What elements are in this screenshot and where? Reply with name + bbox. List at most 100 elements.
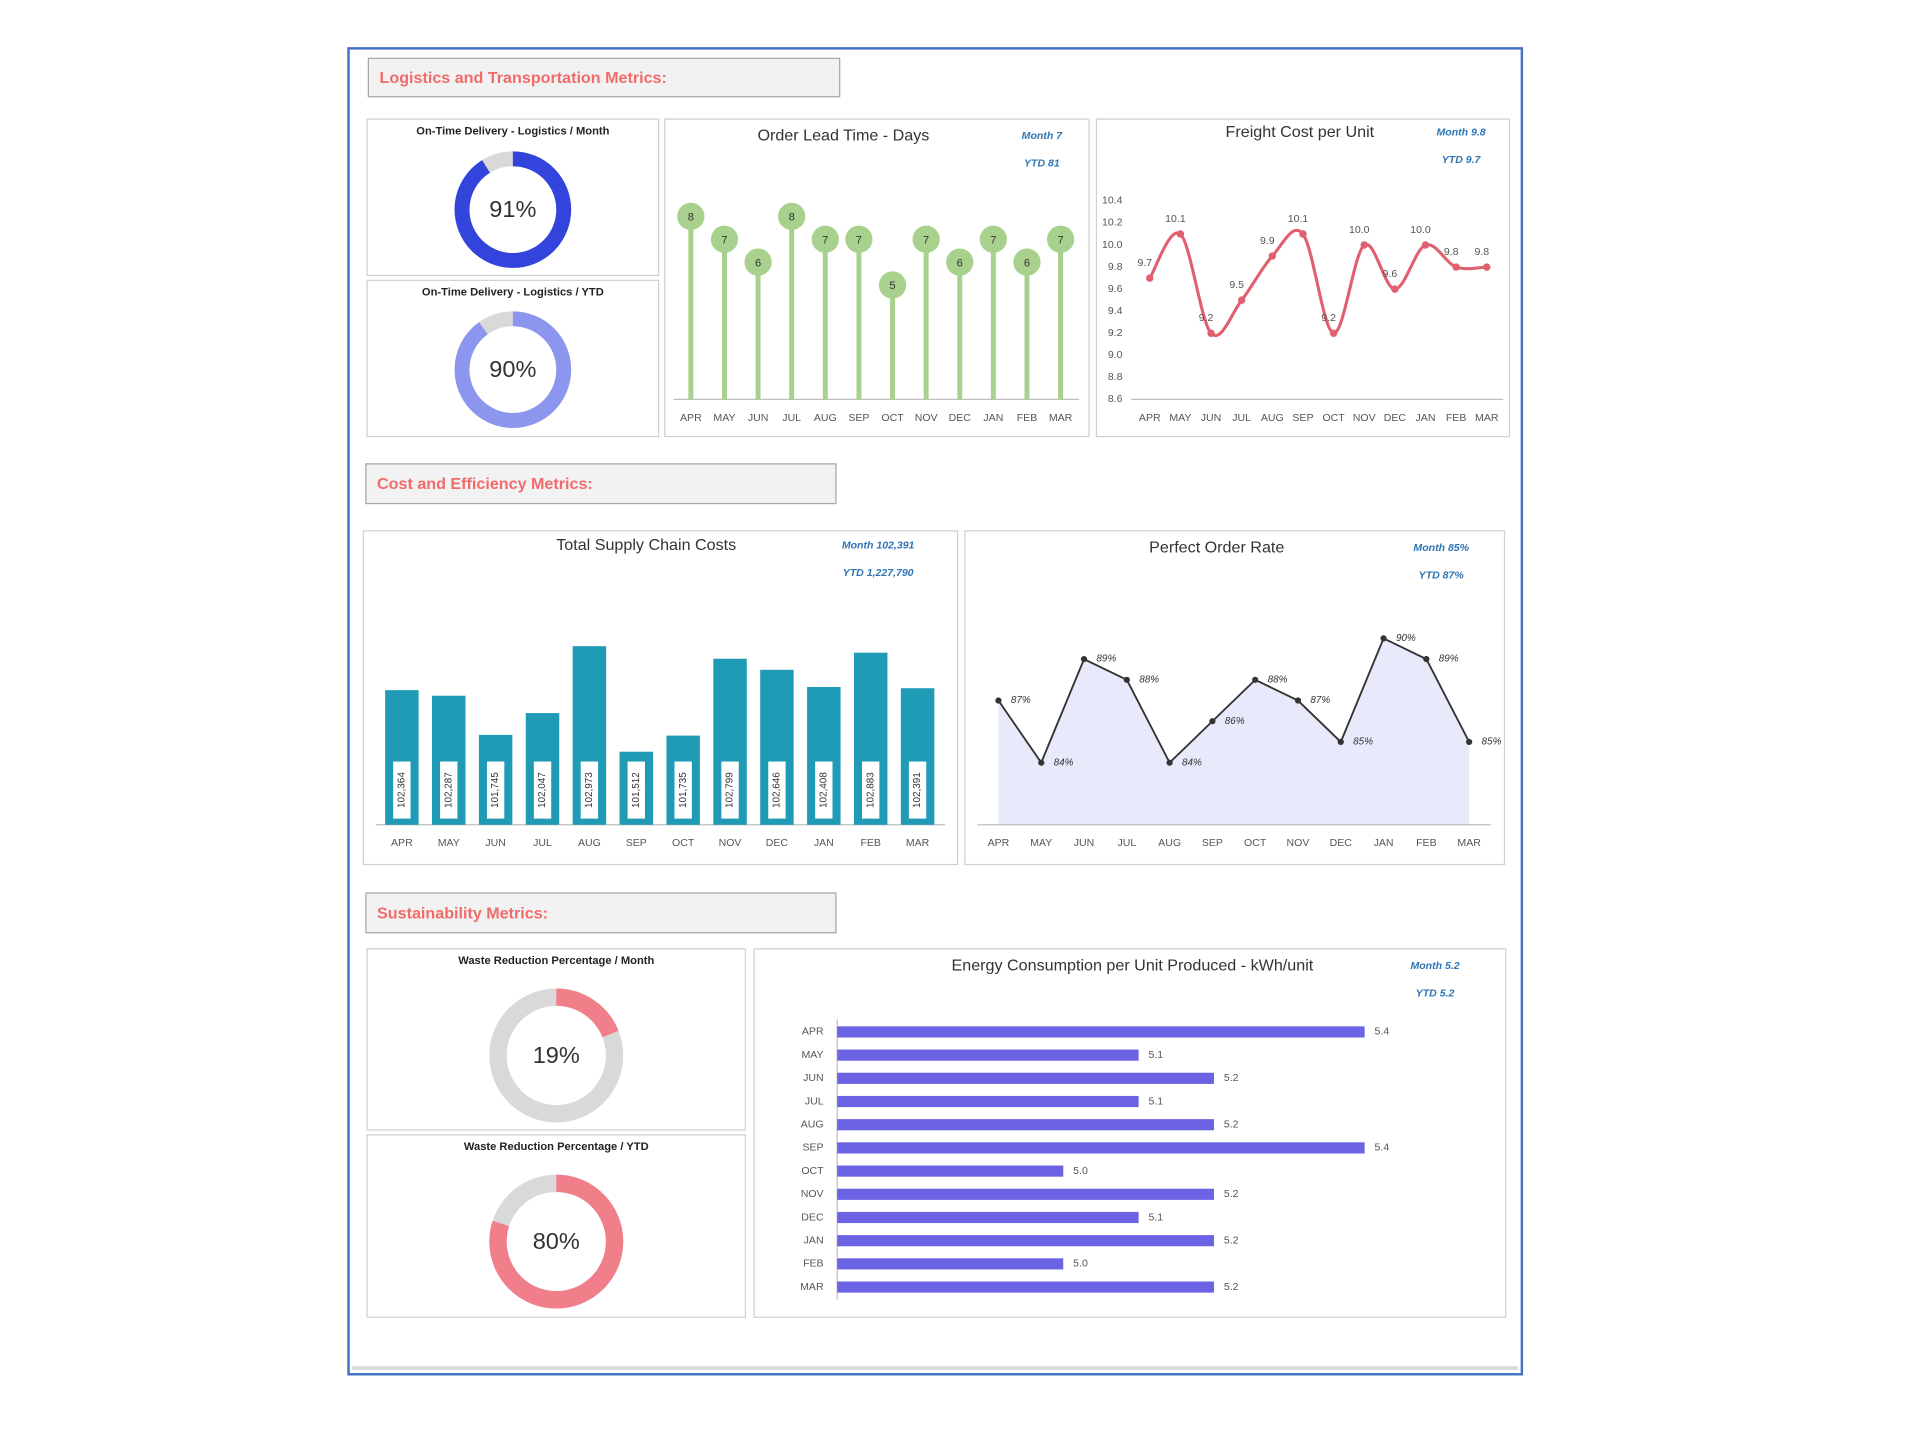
y-tick-label: 8.6: [1108, 393, 1123, 405]
data-label: 90%: [1396, 633, 1416, 644]
lollipop-head: [1046, 225, 1075, 253]
data-label: 85%: [1353, 737, 1373, 748]
data-label: 5.1: [1149, 1095, 1164, 1107]
x-tick-label: JAN: [983, 412, 1003, 424]
y-tick-label: 9.8: [1108, 261, 1123, 273]
annotation: YTD 81: [1024, 158, 1060, 170]
y-tick-label: 9.0: [1108, 349, 1123, 361]
data-label: 10.1: [1288, 213, 1309, 225]
line-marker: [1423, 656, 1430, 663]
line-marker: [1380, 635, 1387, 642]
lollipop-head: [778, 202, 806, 231]
data-label: 7: [1057, 234, 1063, 246]
x-tick-label: AUG: [814, 412, 837, 424]
x-tick-label: MAR: [906, 837, 930, 849]
donut-label: 80%: [533, 1228, 580, 1254]
line-marker: [1038, 759, 1045, 766]
x-tick-label: NOV: [1287, 837, 1310, 849]
data-label: 102,047: [537, 772, 548, 808]
data-label: 7: [856, 234, 862, 246]
x-tick-label: DEC: [949, 412, 972, 424]
data-label: 9.8: [1444, 246, 1459, 258]
data-label-box: [768, 761, 786, 819]
x-tick-label: FEB: [860, 837, 880, 849]
x-tick-label: SEP: [1292, 412, 1313, 424]
x-tick-label: SEP: [626, 837, 647, 849]
line-marker: [1360, 241, 1368, 249]
annotation: Month 7: [1022, 130, 1064, 142]
y-tick-label: MAR: [800, 1281, 824, 1293]
annotation: Month 85%: [1413, 542, 1469, 554]
bar: [837, 1142, 1365, 1154]
line-marker: [1268, 252, 1277, 260]
line-marker: [1146, 274, 1154, 282]
data-label-box: [627, 761, 645, 819]
data-label: 88%: [1268, 674, 1288, 685]
bar: [837, 1211, 1139, 1224]
data-label: 101,735: [678, 772, 689, 808]
chart-panel: [366, 1134, 747, 1318]
donut-label: 19%: [533, 1042, 580, 1068]
data-label-box: [815, 761, 833, 819]
line-marker: [1329, 329, 1338, 337]
donut-arc: [489, 988, 624, 1123]
section-header: Sustainability Metrics:: [377, 904, 548, 922]
x-tick-label: JUN: [1074, 837, 1094, 849]
data-label: 7: [990, 234, 996, 246]
line-marker: [1237, 296, 1246, 304]
section-header: Logistics and Transportation Metrics:: [380, 69, 667, 87]
y-tick-label: JUL: [805, 1095, 824, 1107]
data-label: 102,646: [772, 772, 783, 808]
data-label: 9.5: [1229, 279, 1244, 291]
x-tick-label: MAR: [1457, 837, 1481, 849]
x-tick-label: JUN: [748, 412, 768, 424]
bar: [837, 1049, 1139, 1061]
data-label: 86%: [1225, 716, 1245, 727]
data-label: 102,799: [725, 772, 736, 808]
data-label: 8: [789, 212, 795, 224]
x-tick-label: JAN: [1374, 837, 1394, 849]
data-label: 9.8: [1474, 246, 1489, 258]
y-tick-label: SEP: [802, 1142, 823, 1154]
y-tick-label: NOV: [801, 1188, 824, 1200]
data-label: 7: [822, 234, 828, 246]
annotation: YTD 1,227,790: [843, 567, 914, 579]
data-label: 6: [1024, 257, 1030, 269]
data-label: 6: [957, 257, 963, 269]
data-label: 8: [688, 212, 694, 224]
lollipop-head: [912, 225, 940, 253]
x-tick-label: DEC: [1330, 837, 1353, 849]
data-label-box: [908, 761, 927, 819]
lollipop-head: [744, 248, 772, 276]
data-label: 9.2: [1321, 312, 1336, 324]
bar: [837, 1281, 1214, 1293]
x-tick-label: APR: [680, 412, 702, 424]
section-header: Cost and Efficiency Metrics:: [377, 475, 593, 493]
data-label: 102,973: [584, 772, 595, 808]
data-label: 87%: [1011, 695, 1031, 706]
data-label: 5.2: [1224, 1118, 1239, 1130]
lollipop-head: [1013, 248, 1041, 276]
chart-title: On-Time Delivery - Logistics / Month: [416, 125, 609, 137]
line: [997, 637, 1470, 765]
line-marker: [1483, 263, 1491, 271]
line-marker: [1391, 285, 1399, 293]
annotation: YTD 87%: [1419, 569, 1465, 581]
x-tick-label: APR: [1139, 412, 1161, 424]
data-label: 10.1: [1165, 213, 1186, 225]
data-label: 102,883: [865, 772, 876, 808]
data-label: 9.7: [1137, 257, 1152, 269]
data-label-box: [862, 761, 880, 819]
line-marker: [1452, 263, 1460, 271]
annotation: Month 5.2: [1410, 960, 1459, 972]
line-marker: [1252, 676, 1259, 683]
data-label: 5.2: [1224, 1188, 1239, 1200]
x-tick-label: JAN: [1416, 412, 1436, 424]
data-label: 85%: [1482, 737, 1502, 748]
chart-title: Perfect Order Rate: [1149, 538, 1284, 556]
chart-title: Order Lead Time - Days: [757, 127, 929, 145]
y-tick-label: FEB: [803, 1258, 823, 1270]
y-tick-label: 10.4: [1102, 195, 1123, 207]
chart-panel: [664, 118, 1090, 438]
data-label: 10.0: [1349, 224, 1370, 236]
